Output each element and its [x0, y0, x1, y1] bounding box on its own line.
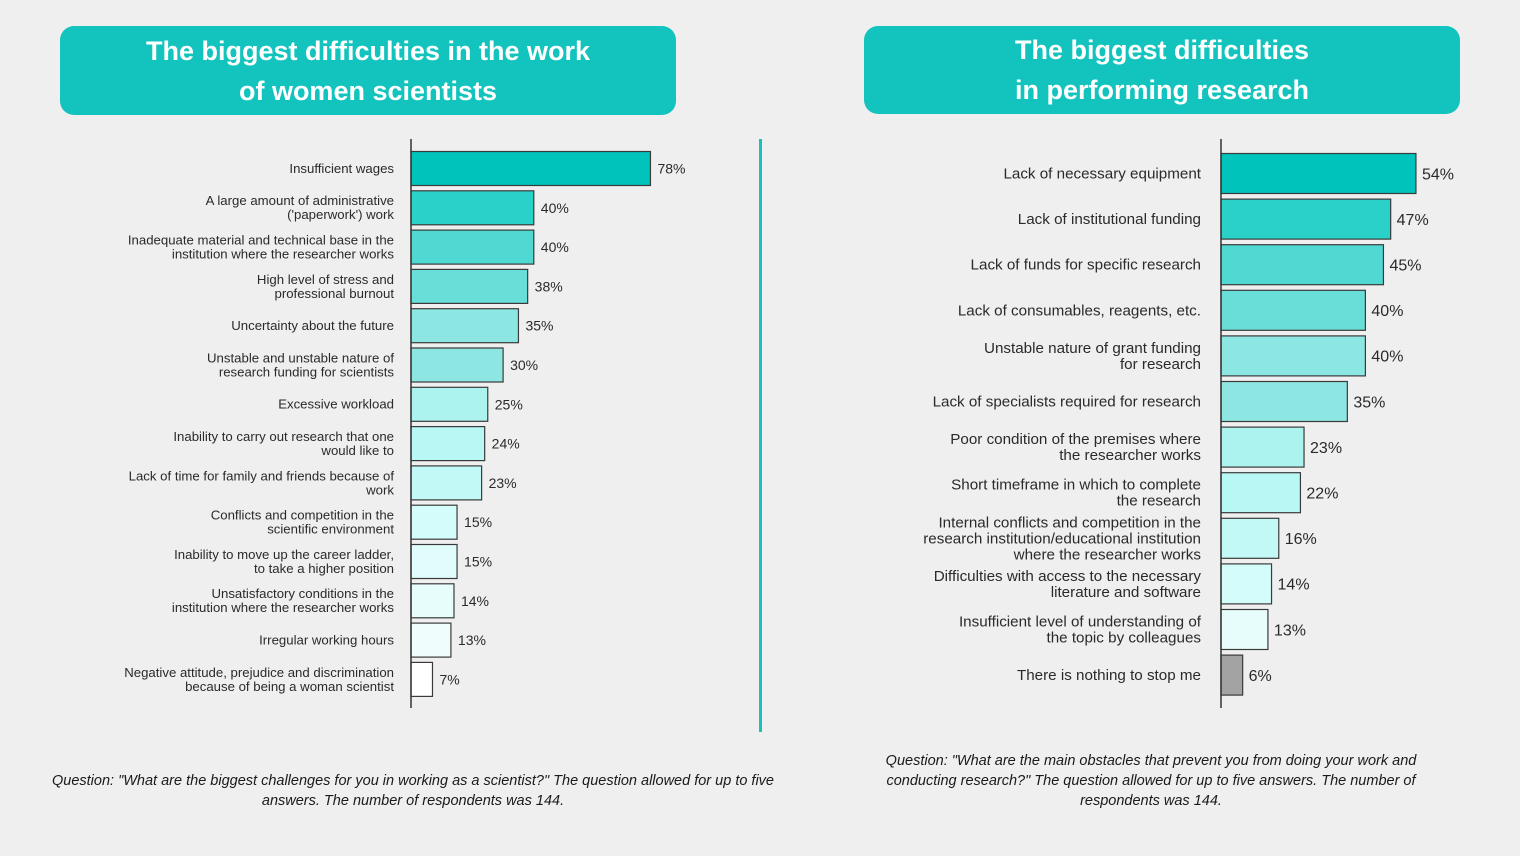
right-category-label: Lack of specialists required for researc… — [933, 394, 1201, 411]
left-category-label: Conflicts and competition in the scientif… — [211, 508, 395, 537]
right-bar — [1220, 289, 1366, 331]
left-bar — [410, 622, 452, 658]
right-bar-value-label: 45% — [1389, 257, 1421, 274]
right-category-label: Unstable nature of grant funding for rese… — [984, 340, 1201, 373]
section-divider — [759, 139, 762, 732]
left-bar-value-label: 35% — [525, 318, 553, 334]
left-category-label: Insufficient wages — [289, 161, 394, 176]
left-category-label: Lack of time for family and friends beca… — [129, 468, 395, 497]
right-bar-value-label: 14% — [1278, 577, 1310, 594]
right-bar-value-label: 40% — [1371, 349, 1403, 366]
right-bar — [1220, 198, 1392, 240]
left-category-label: A large amount of administrative ('paperw… — [206, 193, 395, 222]
left-bar-value-label: 15% — [464, 514, 492, 530]
left-bar-value-label: 15% — [464, 554, 492, 570]
right-chart-title-banner: The biggest difficulties in performing r… — [864, 26, 1460, 114]
right-chart-title: The biggest difficulties in performing r… — [1014, 35, 1310, 105]
right-category-label: Poor condition of the premises where the … — [950, 431, 1201, 464]
right-category-label: Difficulties with access to the necessar… — [934, 568, 1202, 601]
right-bar — [1220, 608, 1269, 651]
left-bar — [410, 504, 458, 540]
left-bar — [410, 386, 489, 422]
left-bar-value-label: 7% — [439, 671, 459, 687]
left-bar — [410, 190, 535, 226]
right-chart-footnote: Question: "What are the main obstacles t… — [885, 753, 1417, 809]
right-bar-value-label: 47% — [1397, 212, 1429, 229]
left-bar-value-label: 78% — [657, 161, 685, 177]
left-bar — [410, 543, 458, 580]
right-bar-value-label: 23% — [1310, 440, 1342, 457]
left-category-label: Excessive workload — [278, 397, 394, 412]
left-chart-title: The biggest difficulties in the work of … — [145, 35, 591, 106]
left-bar — [410, 229, 535, 265]
left-bar-value-label: 13% — [458, 632, 486, 648]
right-category-label: Short timeframe in which to complete the … — [951, 477, 1201, 510]
left-category-label: Negative attitude, prejudice and discrim… — [124, 665, 394, 694]
right-category-label: Insufficient level of understanding of th… — [959, 614, 1202, 647]
left-category-label: High level of stress and professional bur… — [257, 272, 394, 301]
right-bar-value-label: 35% — [1353, 394, 1385, 411]
right-bar-value-label: 54% — [1422, 166, 1454, 183]
right-bar — [1220, 244, 1385, 286]
right-bar-chart: 54% Lack of necessary equipment 47% Lack of… — [923, 139, 1454, 708]
right-category-label: Lack of consumables, reagents, etc. — [958, 302, 1201, 319]
left-bar-value-label: 40% — [541, 200, 569, 216]
right-bar-value-label: 40% — [1371, 303, 1403, 320]
right-bar — [1220, 472, 1302, 514]
right-bar-value-label: 6% — [1249, 668, 1272, 685]
left-category-label: Inability to carry out research that one… — [173, 429, 394, 458]
left-bar — [410, 583, 455, 619]
left-bar-value-label: 24% — [492, 436, 520, 452]
left-bar-value-label: 38% — [535, 278, 563, 294]
left-bar — [410, 150, 652, 187]
left-bar-value-label: 30% — [510, 357, 538, 373]
left-bar-value-label: 40% — [541, 239, 569, 255]
left-bar-chart: 78% Insufficient wages 40% A large amount o… — [124, 139, 685, 708]
left-category-label: Inadequate material and technical base i… — [128, 232, 395, 261]
left-chart-title-banner: The biggest difficulties in the work of … — [60, 26, 676, 115]
right-bar — [1220, 426, 1305, 468]
left-bar — [410, 347, 504, 383]
right-category-label: Lack of funds for specific research — [971, 257, 1201, 274]
left-bar — [410, 268, 529, 304]
right-category-label: Lack of necessary equipment — [1003, 166, 1201, 183]
right-category-label: Lack of institutional funding — [1018, 211, 1201, 228]
right-bar — [1220, 517, 1280, 559]
left-category-label: Irregular working hours — [259, 632, 394, 647]
left-bar — [410, 426, 486, 462]
left-bar — [410, 308, 520, 344]
right-bar — [1220, 335, 1366, 377]
right-bar — [1220, 380, 1348, 423]
right-bar-value-label: 22% — [1306, 485, 1338, 502]
left-chart-footnote: Question: "What are the biggest challeng… — [52, 773, 774, 809]
right-bar — [1220, 563, 1273, 605]
left-category-label: Unstable and unstable nature of research … — [207, 350, 394, 379]
right-bar — [1220, 152, 1417, 195]
left-category-label: Inability to move up the career ladder, t… — [174, 547, 394, 576]
right-category-label: Internal conflicts and competition in th… — [923, 514, 1201, 563]
left-bar-value-label: 25% — [495, 396, 523, 412]
left-bar-value-label: 14% — [461, 593, 489, 609]
left-category-label: Unsatisfactory conditions in the institut… — [172, 586, 394, 615]
right-bar — [1220, 654, 1244, 696]
left-bar — [410, 661, 434, 698]
left-category-label: Uncertainty about the future — [231, 318, 394, 333]
right-category-label: There is nothing to stop me — [1017, 667, 1201, 684]
right-bar-value-label: 13% — [1274, 622, 1306, 639]
left-bar — [410, 465, 483, 501]
right-bar-value-label: 16% — [1285, 531, 1317, 548]
left-bar-value-label: 23% — [489, 475, 517, 491]
